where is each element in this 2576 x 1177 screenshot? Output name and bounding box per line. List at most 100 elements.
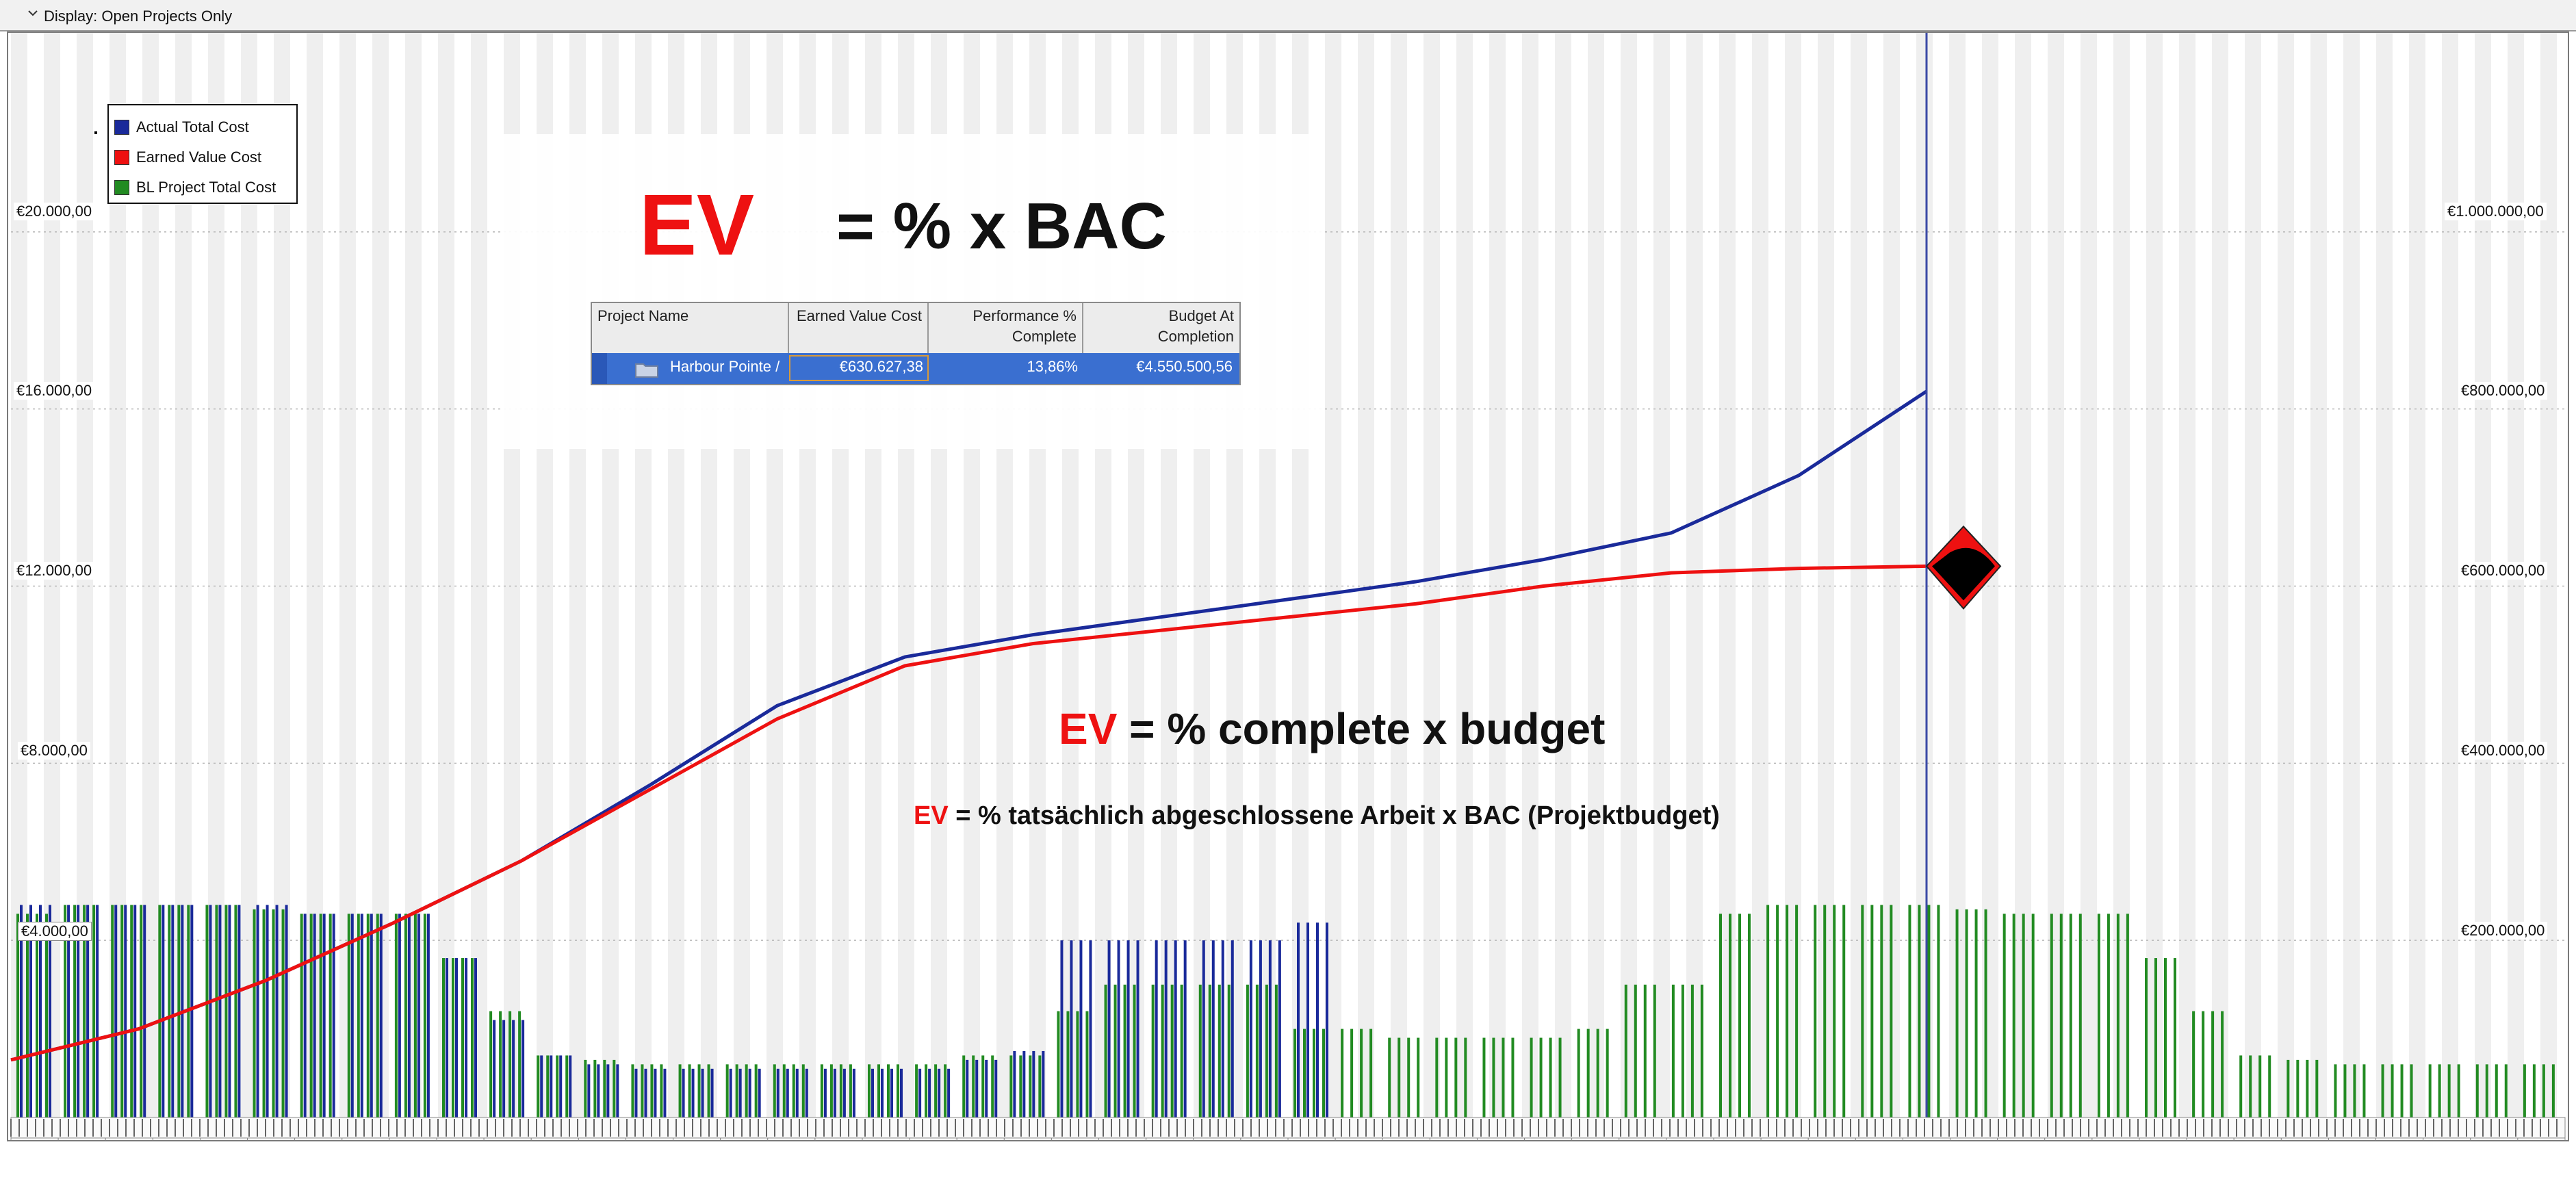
baseline-bar <box>1974 909 1978 1117</box>
cell-earned-value-focus[interactable] <box>789 355 929 381</box>
timescale-month-cell <box>862 1137 910 1140</box>
baseline-bar <box>1596 1029 1599 1117</box>
baseline-bar <box>2428 1064 2432 1117</box>
baseline-bar <box>357 914 360 1117</box>
baseline-bar <box>1861 905 1864 1117</box>
grid-band <box>471 33 487 1117</box>
grid-band <box>1391 33 1407 1117</box>
baseline-bar <box>168 905 171 1117</box>
baseline-bar <box>660 1064 663 1117</box>
baseline-bar <box>849 1064 852 1117</box>
formula-large-ev: EV <box>639 177 755 273</box>
table-row[interactable] <box>592 353 1239 384</box>
baseline-bar <box>584 1059 587 1117</box>
baseline-bar <box>140 905 143 1117</box>
baseline-bar <box>2174 958 2176 1117</box>
baseline-bar <box>1123 984 1126 1117</box>
baseline-bar <box>944 1064 947 1117</box>
actual-bar <box>1089 940 1092 1117</box>
baseline-bar <box>1313 1029 1315 1117</box>
legend-label: BL Project Total Cost <box>136 179 276 196</box>
actual-bar <box>710 1068 714 1117</box>
timescale-month-cell <box>2044 1137 2093 1140</box>
actual-bar <box>313 914 316 1117</box>
actual-bar <box>1316 922 1319 1117</box>
actual-bar <box>285 905 288 1117</box>
actual-bar <box>446 958 448 1117</box>
baseline-bar <box>253 909 256 1117</box>
cell-bac: €4.550.500,56 <box>1136 358 1233 375</box>
actual-bar <box>701 1068 704 1117</box>
timescale-month-cell <box>1524 1137 1573 1140</box>
col-header-bac[interactable]: Budget At Completion <box>1083 303 1239 353</box>
actual-bar <box>1249 940 1252 1117</box>
y-left-tick-label: €20.000,00 <box>14 203 95 220</box>
baseline-bar <box>309 914 313 1117</box>
baseline-bar <box>2059 914 2063 1117</box>
timescale-month-cell <box>673 1137 721 1140</box>
display-filter-bar[interactable]: Display: Open Projects Only <box>0 0 2576 31</box>
grid-band <box>1424 33 1440 1117</box>
actual-bar <box>928 1068 931 1117</box>
actual-bar <box>398 914 401 1117</box>
baseline-bar <box>2031 914 2035 1117</box>
chevron-down-icon[interactable] <box>27 8 38 18</box>
timescale-month-cell <box>767 1137 816 1140</box>
baseline-bar <box>130 905 133 1117</box>
formula-mid-ev: EV <box>1059 704 1118 753</box>
col-header-earned-value[interactable]: Earned Value Cost <box>789 303 929 353</box>
baseline-bar <box>92 905 96 1117</box>
y-left-tick-label: €12.000,00 <box>14 562 95 580</box>
baseline-bar <box>1681 984 1684 1117</box>
baseline-bar <box>1965 909 1968 1117</box>
baseline-bar <box>2164 958 2167 1117</box>
col-header-project-name[interactable]: Project Name <box>592 303 789 353</box>
grid-band <box>2442 33 2458 1117</box>
actual-bar <box>1259 940 1262 1117</box>
actual-bar <box>966 1059 969 1117</box>
actual-bar <box>540 1055 543 1117</box>
baseline-bar <box>2022 914 2025 1117</box>
baseline-bar <box>1690 984 1694 1117</box>
actual-bar <box>1297 922 1300 1117</box>
baseline-bar <box>631 1064 634 1117</box>
actual-bar <box>455 958 458 1117</box>
actual-bar <box>1221 940 1224 1117</box>
baseline-bar <box>518 1011 521 1117</box>
actual-bar <box>124 905 127 1117</box>
timescale-month-cell <box>294 1137 343 1140</box>
baseline-bar <box>1029 1055 1032 1117</box>
baseline-bar <box>215 905 218 1117</box>
baseline-bar <box>1198 984 1202 1117</box>
baseline-bar <box>1482 1037 1486 1117</box>
baseline-bar <box>158 905 162 1117</box>
timescale-month-cell <box>956 1137 1005 1140</box>
baseline-bar <box>2126 914 2129 1117</box>
baseline-bar <box>1955 909 1959 1117</box>
timescale-month-cell <box>1807 1137 1856 1140</box>
timescale-month-cell <box>10 1137 59 1140</box>
actual-bar <box>1231 940 1234 1117</box>
grid-band <box>1752 33 1768 1117</box>
baseline-bar <box>2532 1064 2536 1117</box>
actual-bar <box>1107 940 1111 1117</box>
baseline-bar <box>499 1011 502 1117</box>
timescale-month-cell <box>814 1137 863 1140</box>
col-header-percent-complete[interactable]: Performance % Complete <box>929 303 1083 353</box>
baseline-bar <box>111 905 114 1117</box>
legend-dot <box>94 131 97 134</box>
actual-bar <box>237 905 241 1117</box>
row-selector[interactable] <box>592 353 607 384</box>
actual-bar <box>360 914 363 1117</box>
baseline-bar <box>262 909 266 1117</box>
timescale-month-cell <box>2470 1137 2519 1140</box>
actual-bar <box>634 1068 638 1117</box>
baseline-bar <box>556 1055 559 1117</box>
baseline-bar <box>1719 914 1722 1117</box>
actual-bar <box>228 905 231 1117</box>
actual-bar <box>49 905 51 1117</box>
timescale-month-cell <box>1146 1137 1194 1140</box>
timescale-month-cell <box>57 1137 106 1140</box>
grid-band <box>2245 33 2261 1117</box>
baseline-bar <box>461 958 464 1117</box>
